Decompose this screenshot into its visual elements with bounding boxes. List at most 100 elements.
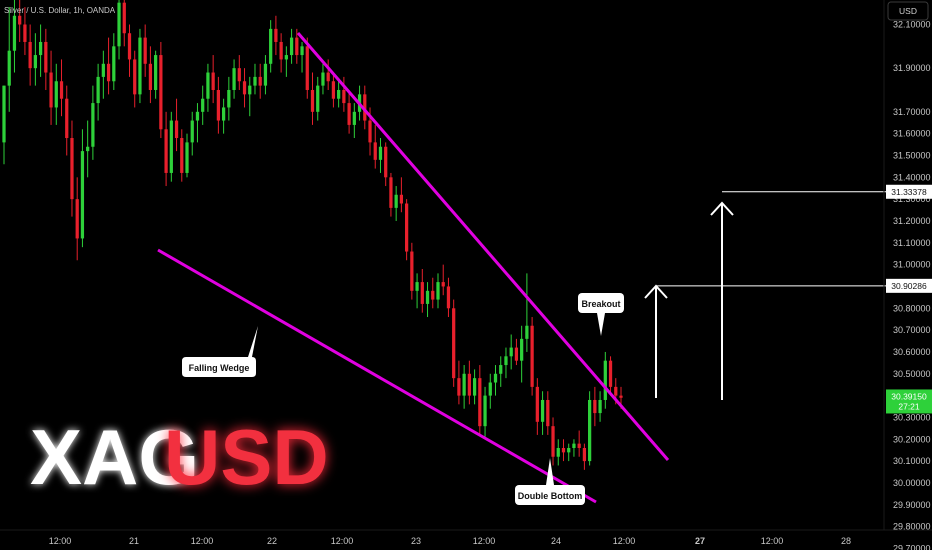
candle [279,33,283,73]
time-tick-label: 12:00 [761,536,784,546]
candle [598,391,602,422]
candle [378,138,383,173]
currency-label: USD [899,6,917,16]
callout-falling-wedge: Falling Wedge [182,326,258,377]
price-tick-label: 29.80000 [893,522,931,532]
candle [373,124,377,169]
time-tick-label: 27 [695,536,705,546]
candle [457,360,461,405]
candle [112,33,116,90]
candle [404,199,409,261]
candle [284,46,288,77]
price-tick-label: 29.90000 [893,500,931,510]
candle [216,76,221,134]
candle [389,172,393,217]
candle [122,0,126,47]
candle [289,28,294,64]
candle [561,439,566,462]
target-price-label: 30.90286 [891,281,927,291]
candle [154,50,158,99]
current-price-label: 30.39150 [891,391,927,401]
callout-label: Double Bottom [518,491,583,501]
candle [530,317,534,396]
candle [75,177,79,261]
candle [80,129,85,248]
candle [237,55,241,90]
candle [310,72,315,125]
candle [101,50,105,99]
time-tick-label: 12:00 [49,536,72,546]
candle [148,46,153,104]
candle [180,129,184,182]
symbol-watermark: XAG USD [30,413,329,501]
candle [91,85,95,160]
time-tick-label: 23 [411,536,421,546]
time-tick-label: 12:00 [191,536,214,546]
candle [483,386,487,440]
candle [420,268,424,313]
candle [337,81,341,108]
time-axis[interactable]: 12:00 21 12:00 22 12:00 23 12:00 24 12:00 27 12:00… [0,529,932,546]
candle [227,76,231,121]
candle [23,7,27,56]
candle [70,120,74,217]
price-tick-label: 30.00000 [893,478,931,488]
candle [504,347,508,379]
candle [28,24,32,86]
time-tick-label: 28 [841,536,851,546]
candle [54,63,58,125]
price-tick-label: 31.70000 [893,107,931,117]
candle [608,356,613,396]
candle [410,242,414,300]
price-tick-label: 30.30000 [893,412,931,422]
candle [593,386,597,427]
candle [520,325,524,383]
time-tick-label: 22 [267,536,277,546]
candle [211,55,215,104]
candle [472,369,477,405]
price-tick-label: 31.40000 [893,172,931,182]
candle [269,20,273,73]
candle [253,63,257,95]
candle [499,356,503,387]
candle [185,133,189,178]
candle [133,50,137,108]
watermark-part1: XAG [30,413,199,501]
candle [169,111,173,182]
price-tick-label: 31.00000 [893,260,931,270]
target-price-label: 31.33378 [891,187,927,197]
price-tick-label: 31.50000 [893,150,931,160]
candle [514,338,519,366]
candle [446,277,451,318]
target-price-tag: 30.90286 [886,278,932,293]
candle [12,0,17,73]
candle [551,417,555,466]
currency-button[interactable]: USD [887,1,929,21]
arrow-up-icon [710,201,734,400]
candle [174,98,179,152]
candle [190,111,194,156]
candle [96,63,100,121]
candle [86,120,90,178]
candle [143,24,147,77]
candle [588,391,592,466]
target-price-tag: 31.33378 [886,184,932,199]
price-tick-label: 31.10000 [893,238,931,248]
candle [352,103,356,139]
candle [467,360,471,405]
candle [546,391,550,435]
candle [331,72,336,108]
time-tick-label: 12:00 [613,536,636,546]
price-tick-label: 32.10000 [893,20,931,30]
candle-timer-label: 27:21 [898,401,920,411]
candle [582,443,587,470]
time-tick-label: 21 [129,536,139,546]
candle [117,0,121,60]
time-tick-label: 24 [551,536,561,546]
candle [572,439,576,457]
candle [556,439,560,466]
candle [415,273,419,309]
candle [164,111,168,187]
